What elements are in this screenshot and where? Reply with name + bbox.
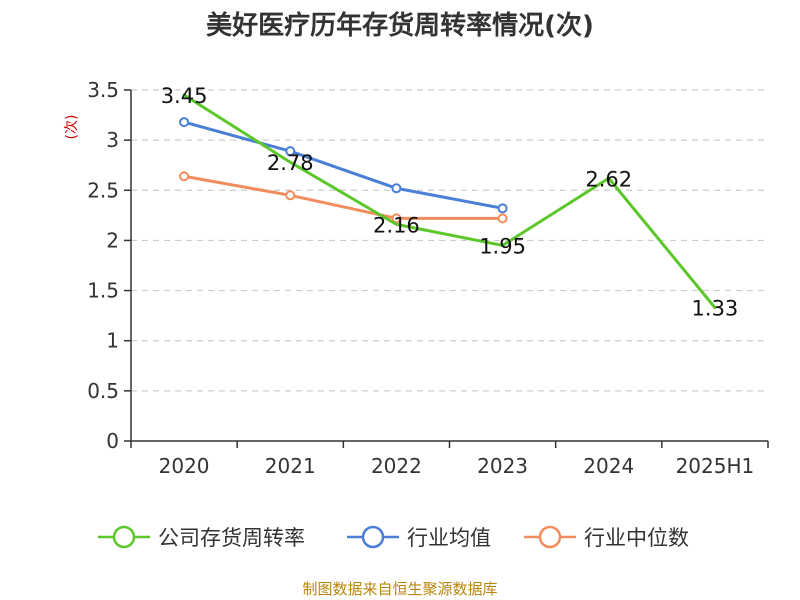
legend-item-2[interactable]: 行业中位数: [524, 525, 689, 550]
series-line-2: [182, 174, 505, 220]
y-tick-label: 3.5: [87, 78, 119, 102]
data-label: 2.16: [373, 213, 420, 237]
legend-item-0[interactable]: 公司存货周转率: [98, 525, 305, 550]
series-lines: [179, 93, 717, 310]
x-tick-label: 2021: [265, 454, 316, 478]
legend-label: 行业均值: [407, 526, 491, 550]
data-label: 1.33: [692, 297, 739, 321]
y-axis-label: (次): [64, 115, 80, 140]
legend-item-1[interactable]: 行业均值: [347, 525, 491, 550]
series-point-2: [285, 190, 296, 201]
data-label: 3.45: [161, 84, 208, 108]
series-point-1: [497, 203, 508, 214]
legend-swatch-marker: [361, 525, 385, 549]
series-point-1: [391, 183, 402, 194]
series-point-2: [391, 213, 402, 224]
data-label: 2.62: [585, 167, 632, 191]
y-tick-label: 2: [106, 228, 119, 252]
series-point-1: [179, 117, 190, 128]
x-tick-label: 2020: [159, 454, 210, 478]
grid-lines: [131, 89, 768, 392]
x-tick-label: 2025H1: [676, 454, 755, 478]
legend-swatch-marker: [538, 525, 562, 549]
legend-label: 公司存货周转率: [158, 526, 305, 550]
series-point-1: [285, 146, 296, 157]
y-tick-label: 0: [106, 429, 119, 453]
y-tick-label: 1.5: [87, 279, 119, 303]
y-tick-label: 3: [106, 128, 119, 152]
axes: 0 0.5 1 1.5 2 2.5 3 3.5 2020 2021 2022 2023 2024 2025…: [87, 78, 769, 478]
y-tick-label: 0.5: [87, 379, 119, 403]
x-tick-label: 2024: [583, 454, 634, 478]
legend-swatch-marker: [112, 525, 136, 549]
series-point-2: [179, 171, 190, 182]
data-label: 2.78: [267, 151, 314, 175]
source-note: 制图数据来自恒生聚源数据库: [302, 580, 497, 598]
x-tick-label: 2023: [477, 454, 528, 478]
chart-title: 美好医疗历年存货周转率情况(次): [206, 10, 594, 41]
y-tick-label: 1: [106, 329, 119, 353]
y-tick-label: 2.5: [87, 178, 119, 202]
legend-label: 行业中位数: [584, 526, 689, 550]
series-line-1: [182, 120, 505, 210]
legend: 公司存货周转率 行业均值 行业中位数: [98, 525, 689, 550]
x-tick-label: 2022: [371, 454, 422, 478]
series-point-2: [497, 213, 508, 224]
data-labels: 3.45 2.78 2.16 1.95 2.62 1.33: [161, 84, 739, 321]
data-label: 1.95: [479, 234, 526, 258]
series-line-0: [182, 93, 717, 310]
